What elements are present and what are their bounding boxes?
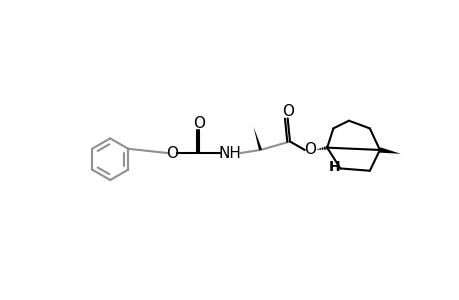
Text: O: O: [166, 146, 178, 160]
Text: O: O: [193, 116, 205, 130]
Text: O: O: [282, 104, 294, 119]
Polygon shape: [253, 127, 262, 150]
Text: NH: NH: [218, 146, 241, 160]
Text: H: H: [329, 160, 340, 174]
Text: O: O: [303, 142, 315, 158]
Polygon shape: [379, 147, 400, 154]
